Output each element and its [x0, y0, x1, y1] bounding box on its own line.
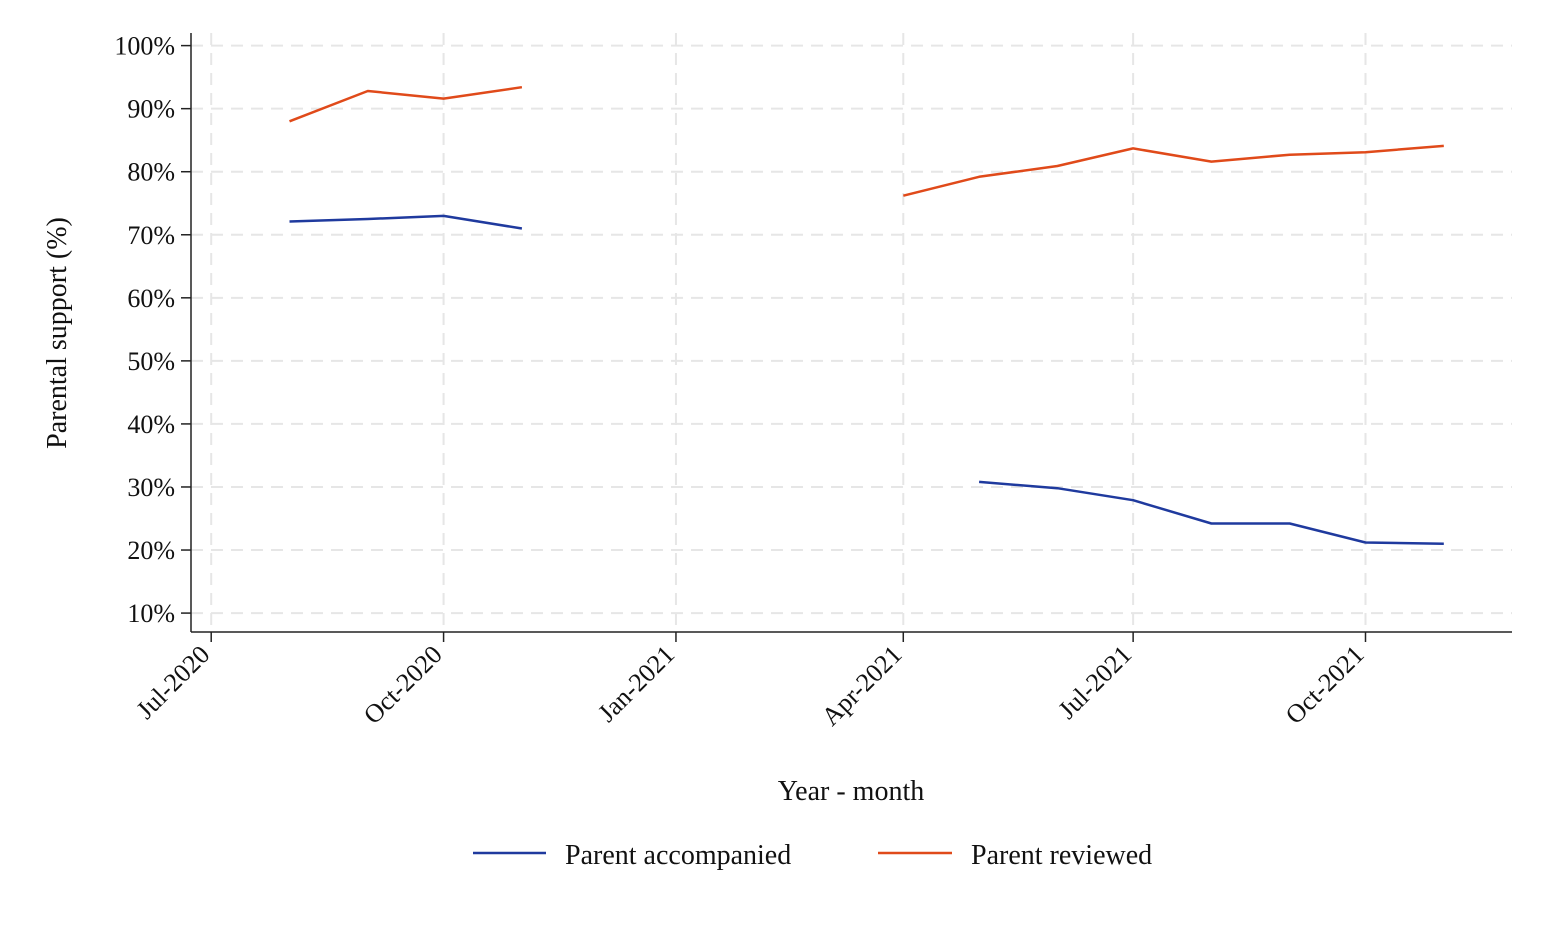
x-tick-label: Jul-2021 [1053, 640, 1138, 725]
y-axis-title: Parental support (%) [42, 217, 73, 449]
x-tick-label: Jul-2020 [131, 640, 216, 725]
series-line-parent-accompanied [289, 214, 523, 230]
legend: Parent accompanied Parent reviewed [473, 840, 1152, 871]
series-line-parent-accompanied [978, 480, 1444, 545]
x-tick-label: Apr-2021 [816, 640, 908, 732]
y-tick-label: 10% [127, 599, 175, 628]
series-lines [289, 85, 1444, 545]
y-tick-label: 20% [127, 536, 175, 565]
x-tick-label: Jan-2021 [592, 640, 680, 728]
x-axis-title: Year - month [778, 776, 924, 807]
legend-label-parent-accompanied: Parent accompanied [565, 840, 791, 871]
series-line-parent-reviewed [902, 144, 1444, 197]
y-tick-label: 70% [127, 221, 175, 250]
series-line-parent-reviewed [289, 85, 523, 123]
y-tick-label: 60% [127, 284, 175, 313]
y-tick-label: 30% [127, 473, 175, 502]
gridlines [191, 33, 1512, 632]
axes: 10% 20% 30% 40% 50% 60% 70% 80% 90% 100% Jul-2020 O… [114, 32, 1512, 732]
y-tick-label: 100% [114, 32, 175, 61]
legend-label-parent-reviewed: Parent reviewed [971, 840, 1152, 871]
y-tick-label: 50% [127, 347, 175, 376]
y-tick-label: 40% [127, 410, 175, 439]
x-tick-label: Oct-2020 [358, 640, 448, 730]
x-tick-label: Oct-2021 [1280, 640, 1370, 730]
y-tick-label: 90% [127, 95, 175, 124]
y-tick-label: 80% [127, 158, 175, 187]
